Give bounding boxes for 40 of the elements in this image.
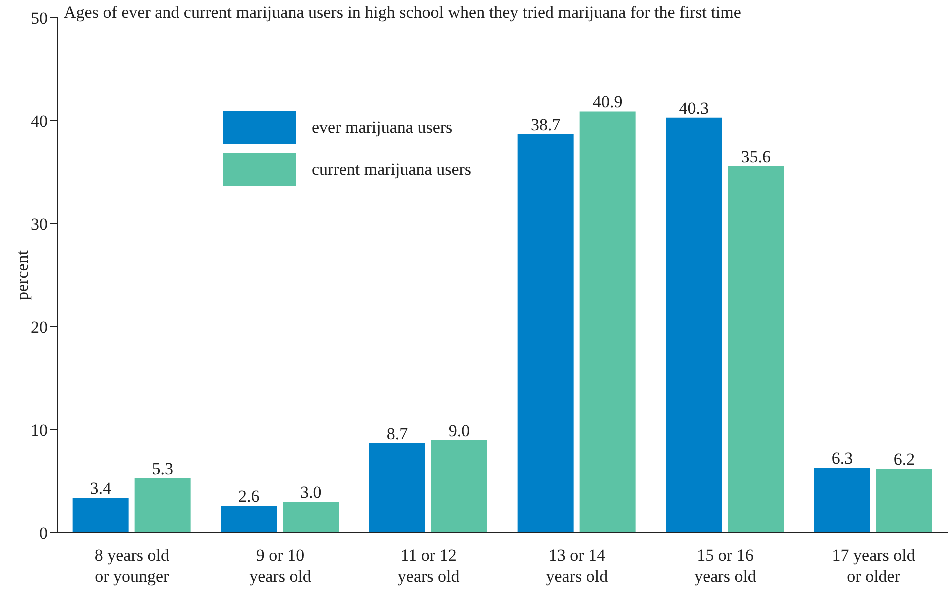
chart-title: Ages of ever and current marijuana users in high school when they tried marijuana for the first time xyxy=(64,3,742,23)
x-tick-label: 15 or 16 years old xyxy=(694,546,757,586)
bar xyxy=(666,118,722,533)
data-label: 40.9 xyxy=(592,92,623,112)
y-tick-label: 10 xyxy=(31,421,48,440)
y-tick-label: 50 xyxy=(31,9,48,28)
data-label: 38.7 xyxy=(530,115,562,134)
x-tick-label: 8 years old or younger xyxy=(94,546,170,586)
y-tick-label: 30 xyxy=(31,215,48,234)
data-label: 35.6 xyxy=(741,147,772,166)
bar xyxy=(283,502,340,533)
data-label: 40.3 xyxy=(679,98,710,118)
bar xyxy=(518,134,574,533)
bar xyxy=(814,468,870,533)
legend-label: current marijuana users xyxy=(312,160,472,180)
data-label: 3.4 xyxy=(90,478,112,498)
data-label: 9.0 xyxy=(448,421,470,440)
y-tick-label: 20 xyxy=(31,318,48,338)
bar xyxy=(221,506,278,533)
data-label: 2.6 xyxy=(238,487,260,506)
x-tick-label: 13 or 14 years old xyxy=(546,546,609,586)
data-label: 6.3 xyxy=(832,449,854,468)
y-tick-label: 40 xyxy=(31,112,48,132)
x-tick-label: 17 years old or older xyxy=(832,546,916,586)
bar xyxy=(432,440,488,533)
data-label: 6.2 xyxy=(894,450,916,470)
bar xyxy=(876,469,932,533)
data-label: 8.7 xyxy=(386,424,409,444)
legend-label: ever marijuana users xyxy=(312,118,453,138)
bar xyxy=(370,443,426,533)
bar xyxy=(134,478,191,533)
data-label: 3.0 xyxy=(300,483,322,502)
bar xyxy=(72,498,129,533)
data-label: 5.3 xyxy=(152,459,174,478)
bar xyxy=(580,112,636,533)
y-axis-title: percent xyxy=(13,250,32,301)
y-tick-label: 0 xyxy=(40,524,48,544)
x-tick-label: 11 or 12 years old xyxy=(398,546,460,586)
x-tick-label: 9 or 10 years old xyxy=(250,546,312,586)
bar xyxy=(728,166,784,533)
